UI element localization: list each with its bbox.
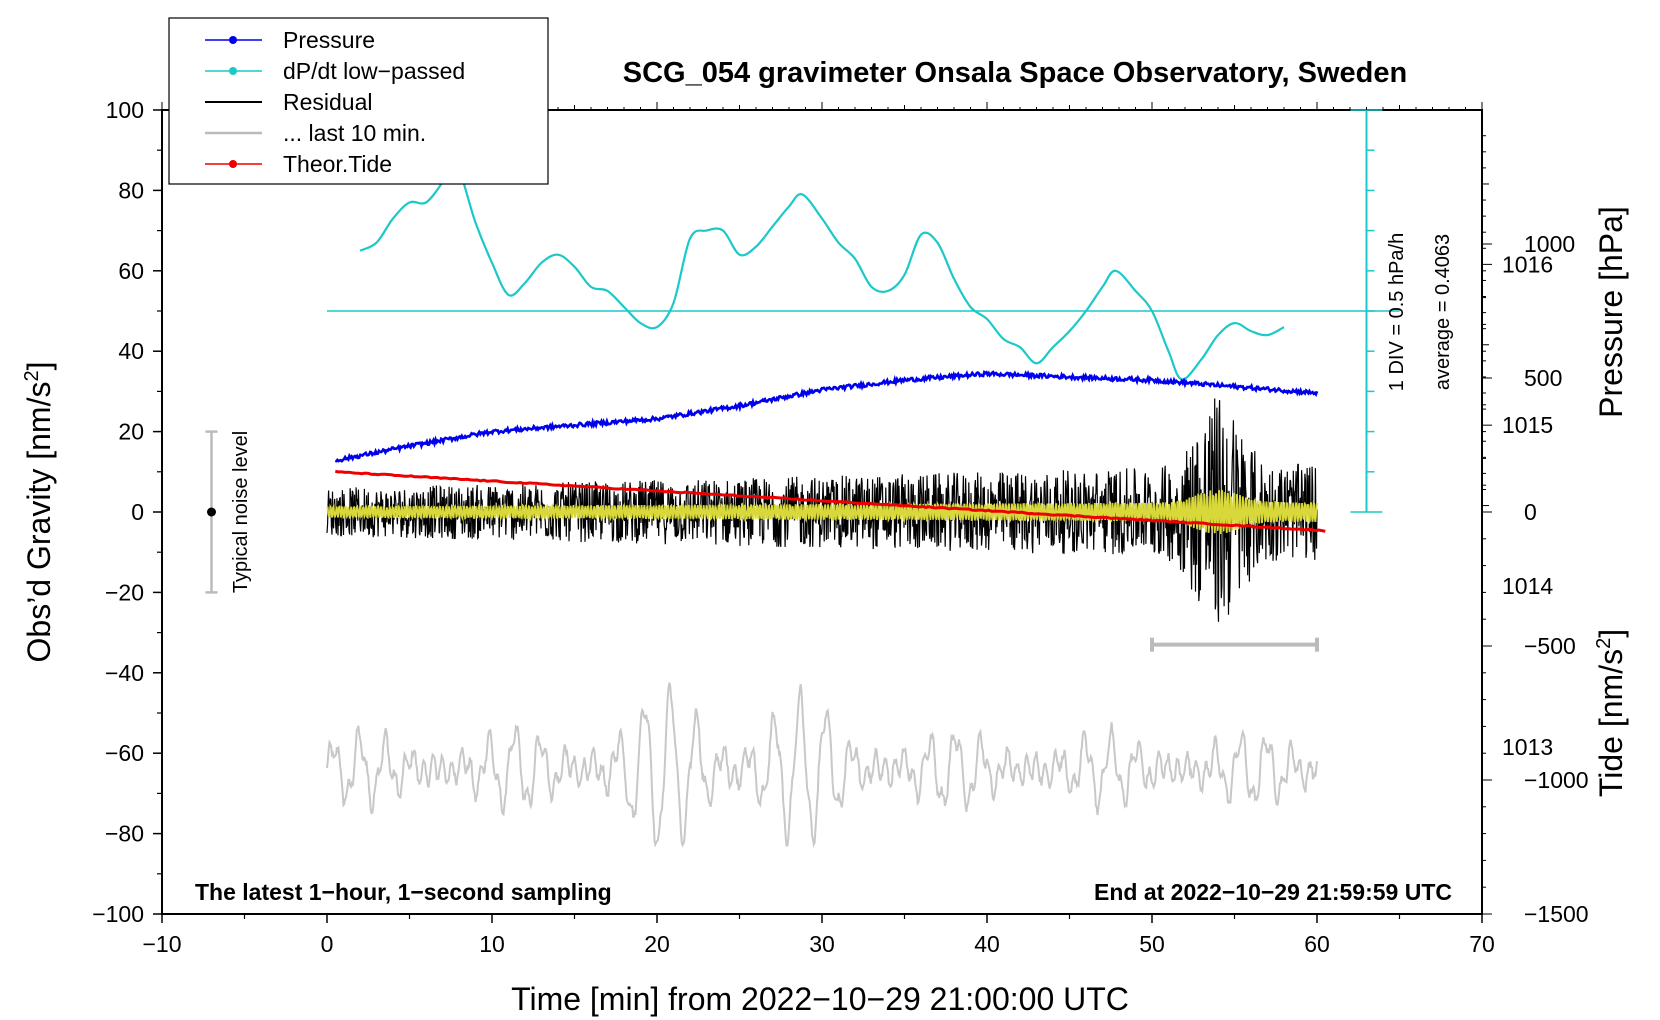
x-tick-label: 0 (321, 931, 334, 957)
legend-marker-dpdt (229, 67, 237, 75)
x-tick-label: 20 (644, 931, 670, 957)
legend-marker-tide (229, 160, 237, 168)
legend-label-tide: Theor.Tide (283, 151, 392, 177)
noise-level-label: Typical noise level (230, 431, 252, 593)
y-axis-label-tide-text: Tide [nm/s (1593, 649, 1629, 797)
pressure-tick-label: 1016 (1502, 251, 1553, 277)
series-tide-line (335, 469, 1326, 533)
pressure-tick-label: 1014 (1502, 573, 1553, 599)
y-tick-label: −20 (105, 579, 144, 605)
note-end-time: End at 2022−10−29 21:59:59 UTC (1094, 879, 1452, 905)
x-tick-label: 40 (974, 931, 1000, 957)
axes: −10 0 10 20 30 40 50 60 70100806040200−20−40−60−… (92, 97, 1588, 957)
pressure-tick-label: 1013 (1502, 734, 1553, 760)
series-last10-line (326, 682, 1318, 849)
y-axis-label-pressure: Pressure [hPa] (1593, 206, 1629, 418)
x-tick-label: 10 (479, 931, 505, 957)
y-tick-label: 40 (118, 338, 144, 364)
legend-label-residual: Residual (283, 89, 373, 115)
y-axis-label-gravity-text: Obs’d Gravity [nm/s (21, 382, 57, 663)
legend-marker-pressure (229, 36, 237, 44)
dpdt-average-label: average = 0.4063 (1432, 234, 1454, 390)
y-axis-label-tide-end: ] (1593, 629, 1629, 638)
note-latest-hour: The latest 1−hour, 1−second sampling (195, 879, 612, 905)
legend-entry-dpdt: dP/dt low−passed (205, 58, 465, 84)
series-residual-line (326, 398, 1318, 622)
series-dpdt-line (359, 159, 1285, 381)
x-tick-label: 50 (1139, 931, 1165, 957)
y-tick-label: 100 (106, 97, 144, 123)
x-tick-label: −10 (142, 931, 181, 957)
legend: Pressure dP/dt low−passed Residual ... l… (168, 17, 549, 185)
y-axis-label-gravity-end: ] (21, 362, 57, 371)
y-tick-label: 20 (118, 419, 144, 445)
y-tick-label: 0 (131, 499, 144, 525)
reference-lines (205, 109, 1400, 652)
y-tick-label: 60 (118, 258, 144, 284)
tide-tick-label: −500 (1524, 633, 1576, 659)
dpdt-scale-label: 1 DIV = 0.5 hPa/h (1386, 233, 1408, 391)
legend-entries: Pressure dP/dt low−passed Residual ... l… (205, 27, 465, 177)
pressure-tick-label: 1015 (1502, 412, 1553, 438)
y-tick-label: −60 (105, 740, 144, 766)
series-pressure-line (334, 369, 1319, 463)
tide-tick-label: −1500 (1524, 901, 1589, 927)
chart-title: SCG_054 gravimeter Onsala Space Observat… (623, 57, 1407, 89)
x-tick-label: 30 (809, 931, 835, 957)
y-axis-label-gravity-sup: 2 (21, 370, 43, 381)
tide-tick-label: 500 (1524, 365, 1562, 391)
noise-level-dot (207, 507, 216, 517)
legend-label-pressure: Pressure (283, 27, 375, 53)
legend-label-last10: ... last 10 min. (283, 120, 426, 146)
data-series (326, 159, 1326, 849)
x-axis-label: Time [min] from 2022−10−29 21:00:00 UTC (511, 981, 1129, 1017)
y-axis-label-gravity: Obs’d Gravity [nm/s2] (21, 362, 57, 663)
legend-entry-pressure: Pressure (205, 27, 375, 53)
x-tick-label: 70 (1469, 931, 1495, 957)
series-residual-lowpass-line (326, 489, 1318, 535)
legend-entry-tide: Theor.Tide (205, 151, 392, 177)
legend-label-dpdt: dP/dt low−passed (283, 58, 465, 84)
tide-tick-label: 0 (1524, 499, 1537, 525)
x-tick-label: 60 (1304, 931, 1330, 957)
y-tick-label: −80 (105, 821, 144, 847)
y-tick-label: −100 (92, 901, 144, 927)
y-axis-label-tide: Tide [nm/s2] (1593, 629, 1629, 797)
tide-tick-label: 1000 (1524, 231, 1575, 257)
legend-entry-last10: ... last 10 min. (205, 120, 426, 146)
tide-tick-label: −1000 (1524, 767, 1589, 793)
legend-entry-residual: Residual (205, 89, 373, 115)
y-tick-label: −40 (105, 660, 144, 686)
y-tick-label: 80 (118, 177, 144, 203)
y-axis-label-tide-sup: 2 (1593, 638, 1615, 649)
